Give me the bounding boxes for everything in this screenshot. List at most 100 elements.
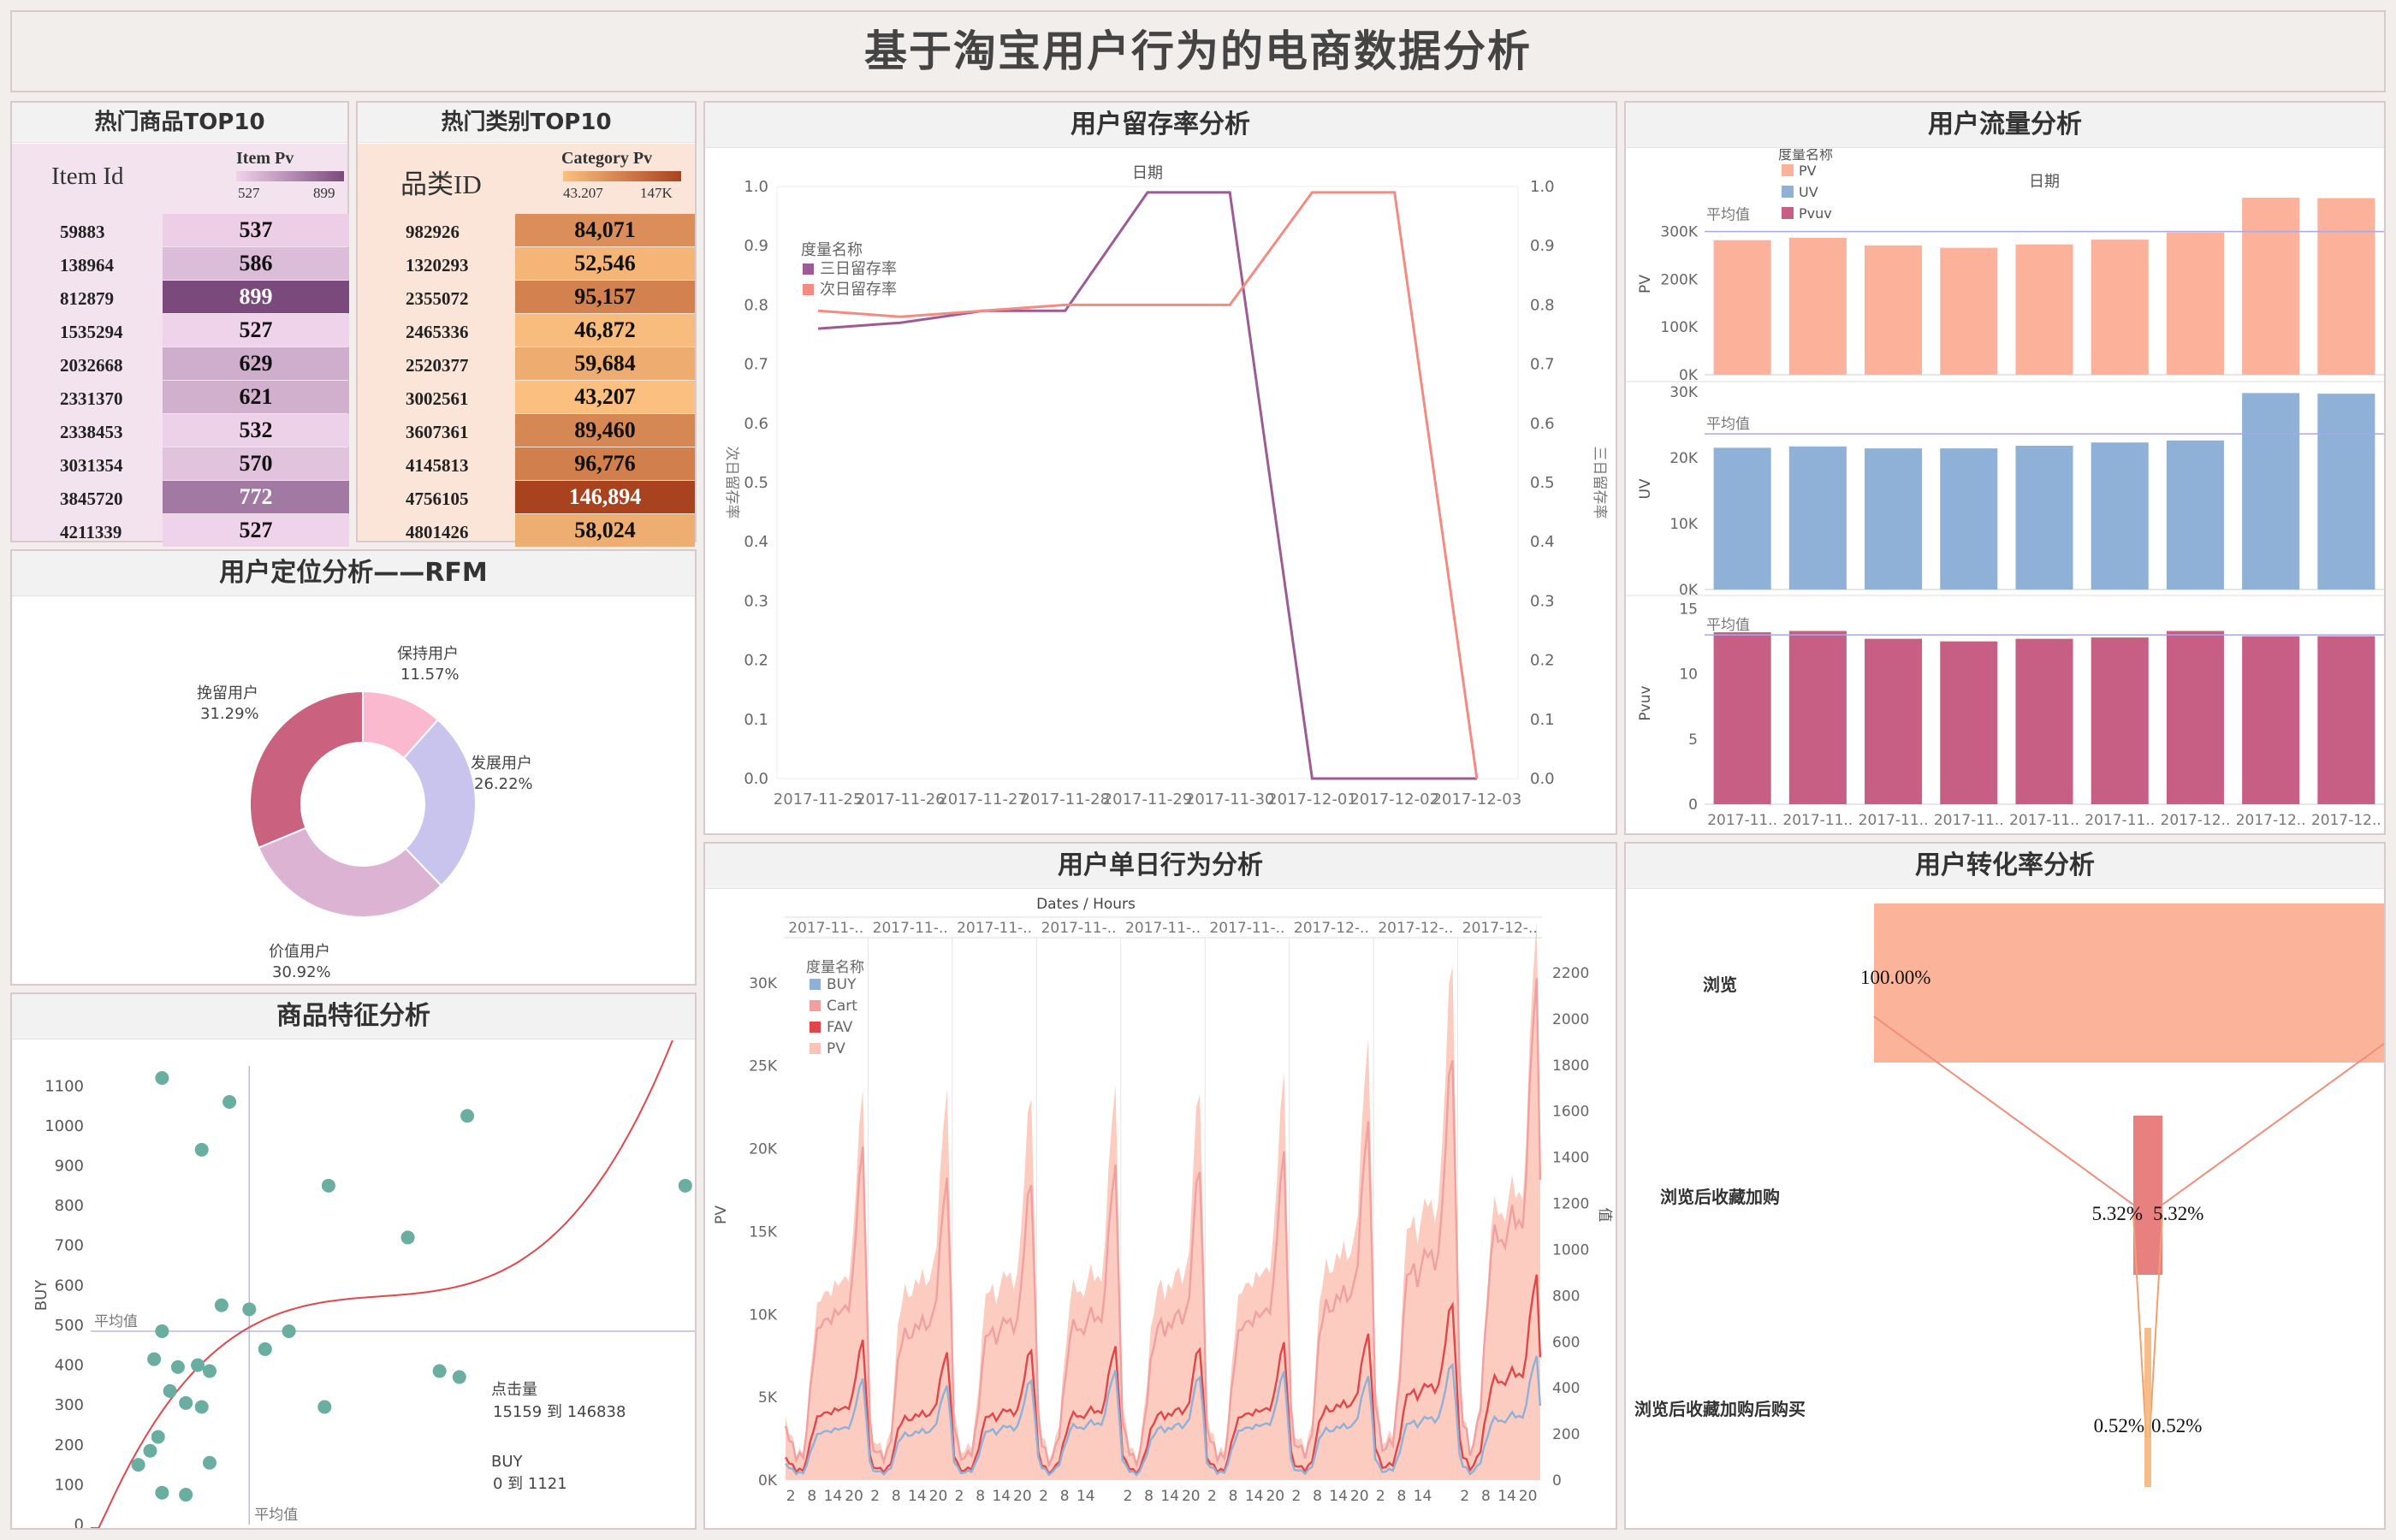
- hot-items-row-id: 2338453: [60, 422, 123, 442]
- daily-hour-tick: 20: [1182, 1488, 1201, 1505]
- hot-items-legend-title: Item Pv: [236, 149, 294, 168]
- conversion-panel: 用户转化率分析 浏览浏览后收藏加购浏览后收藏加购后购买100.00%100.00…: [1624, 842, 2386, 1530]
- hot-categories-col-header: 品类ID: [400, 169, 482, 199]
- daily-legend-label: BUY: [827, 976, 857, 993]
- daily-hour-tick: 14: [1498, 1488, 1516, 1505]
- hot-items-row-id: 2331370: [60, 388, 123, 409]
- scatter-y-tick: 1100: [44, 1077, 84, 1095]
- traffic-band-label: UV: [1637, 478, 1654, 499]
- traffic-legend-label: UV: [1799, 184, 1818, 200]
- daily-y-tick-right: 1200: [1552, 1196, 1589, 1213]
- scatter-point: [147, 1352, 162, 1366]
- rfm-slice-label: 挽留用户: [197, 684, 258, 702]
- rfm-slice-pct: 26.22%: [474, 775, 533, 793]
- scatter-legend-click-title: 点击量: [491, 1381, 537, 1399]
- daily-hour-tick: 8: [892, 1488, 901, 1505]
- retention-series-line: [817, 191, 1477, 780]
- traffic-y-tick: 300K: [1660, 224, 1698, 241]
- traffic-bar: [2015, 638, 2073, 804]
- hot-categories-value-cell: 89,460: [515, 414, 695, 447]
- traffic-bar: [2015, 446, 2073, 589]
- scatter-point: [242, 1302, 257, 1317]
- daily-pv-area: [786, 921, 1540, 1480]
- retention-x-tick: 2017-11-29: [1103, 791, 1193, 808]
- retention-y-tick-right: 0.3: [1530, 592, 1555, 610]
- traffic-bar: [2317, 636, 2375, 804]
- funnel-buy-bar: [2144, 1328, 2151, 1487]
- traffic-panel: 用户流量分析 日期 0K 100K 200K 300K PV 平均值 0K 10K 20K 30K U…: [1624, 101, 2386, 835]
- retention-y-tick-left: 0.6: [744, 415, 768, 433]
- hot-items-value-cell: 629: [163, 347, 349, 380]
- traffic-bar: [2091, 637, 2149, 804]
- hot-categories-row-id: 3607361: [406, 422, 469, 442]
- traffic-bar: [2242, 393, 2300, 589]
- rfm-donut-chart: 保持用户 11.57% 发展用户 26.22% 价值用户 30.92% 挽留用户 31.29%: [197, 645, 533, 981]
- conversion-funnel-chart: 浏览浏览后收藏加购浏览后收藏加购后购买100.00%100.00%5.32%5.…: [1634, 903, 2384, 1487]
- daily-y-tick-right: 1400: [1552, 1150, 1589, 1167]
- hot-categories-legend-bar: [563, 171, 681, 181]
- scatter-point: [179, 1395, 193, 1410]
- retention-plot-area: [776, 186, 1519, 779]
- retention-y-tick-left: 0.7: [744, 356, 768, 374]
- scatter-point: [191, 1358, 205, 1372]
- traffic-bar: [1865, 638, 1923, 804]
- hot-categories-title: 热门类别TOP10: [358, 103, 695, 143]
- retention-legend-swatch: [803, 284, 814, 295]
- traffic-legend-swatch: [1782, 207, 1794, 219]
- retention-y-tick-right: 0.6: [1530, 415, 1555, 433]
- funnel-connector: [2132, 1214, 2163, 1438]
- traffic-x-tick: 2017-11..: [1782, 812, 1853, 829]
- retention-x-tick: 2017-12-01: [1267, 791, 1357, 808]
- traffic-bar: [1713, 632, 1771, 804]
- retention-x-tick: 2017-11-25: [774, 791, 863, 808]
- retention-x-tick: 2017-11-26: [856, 791, 946, 808]
- traffic-legend-label: Pvuv: [1799, 205, 1832, 222]
- hot-items-row-id: 138964: [60, 255, 114, 275]
- daily-y-tick-left: 0K: [758, 1472, 778, 1490]
- retention-y-tick-left: 0.2: [744, 652, 768, 670]
- hot-items-legend-bar: [236, 171, 344, 181]
- scatter-point: [317, 1400, 332, 1414]
- retention-top-label: 日期: [1132, 164, 1163, 182]
- scatter-point: [155, 1324, 169, 1338]
- retention-x-tick: 2017-11-30: [1185, 791, 1275, 808]
- retention-y-tick-right: 0.7: [1530, 356, 1555, 374]
- daily-date-label: 2017-11-..: [1125, 920, 1201, 937]
- daily-hour-tick: 2: [955, 1488, 964, 1505]
- hot-items-row-id: 1535294: [60, 322, 123, 342]
- daily-hour-tick: 8: [1229, 1488, 1238, 1505]
- daily-legend-title: 度量名称: [806, 959, 864, 976]
- funnel-pct-fav-left: 5.32%: [2092, 1203, 2143, 1224]
- funnel-browse-bar: [1874, 903, 2384, 1063]
- daily-legend-label: FAV: [827, 1019, 853, 1036]
- hot-items-legend-min: 527: [238, 185, 260, 201]
- daily-hour-tick: 14: [1245, 1488, 1264, 1505]
- conversion-title: 用户转化率分析: [1626, 844, 2384, 889]
- scatter-y-tick: 200: [55, 1436, 84, 1454]
- scatter-y-tick: 400: [55, 1357, 84, 1375]
- hot-items-legend-max: 899: [313, 185, 335, 201]
- traffic-y-tick: 20K: [1669, 450, 1699, 467]
- traffic-legend-swatch: [1782, 164, 1794, 176]
- hot-items-value-cell: 899: [163, 281, 349, 313]
- traffic-bar: [1865, 245, 1923, 375]
- traffic-bar: [2166, 440, 2224, 589]
- daily-y-label-left: PV: [713, 1205, 730, 1224]
- scatter-y-tick: 0: [74, 1516, 84, 1528]
- traffic-band-label: PV: [1637, 275, 1654, 293]
- scatter-point: [258, 1342, 272, 1356]
- daily-hour-tick: 2: [870, 1488, 880, 1505]
- daily-y-tick-right: 1800: [1552, 1057, 1589, 1075]
- daily-y-tick-right: 2200: [1552, 965, 1589, 982]
- traffic-bar: [2166, 232, 2224, 375]
- scatter-point: [155, 1485, 169, 1500]
- scatter-y-tick: 500: [55, 1317, 84, 1335]
- scatter-point: [214, 1298, 228, 1312]
- retention-y-tick-left: 0.5: [744, 474, 768, 492]
- scatter-y-tick: 900: [55, 1158, 84, 1176]
- traffic-y-tick: 0K: [1679, 367, 1699, 384]
- hot-items-row-id: 4211339: [60, 522, 122, 542]
- rfm-slice: [257, 826, 443, 918]
- scatter-point: [194, 1142, 209, 1157]
- retention-y-tick-left: 1.0: [744, 178, 768, 196]
